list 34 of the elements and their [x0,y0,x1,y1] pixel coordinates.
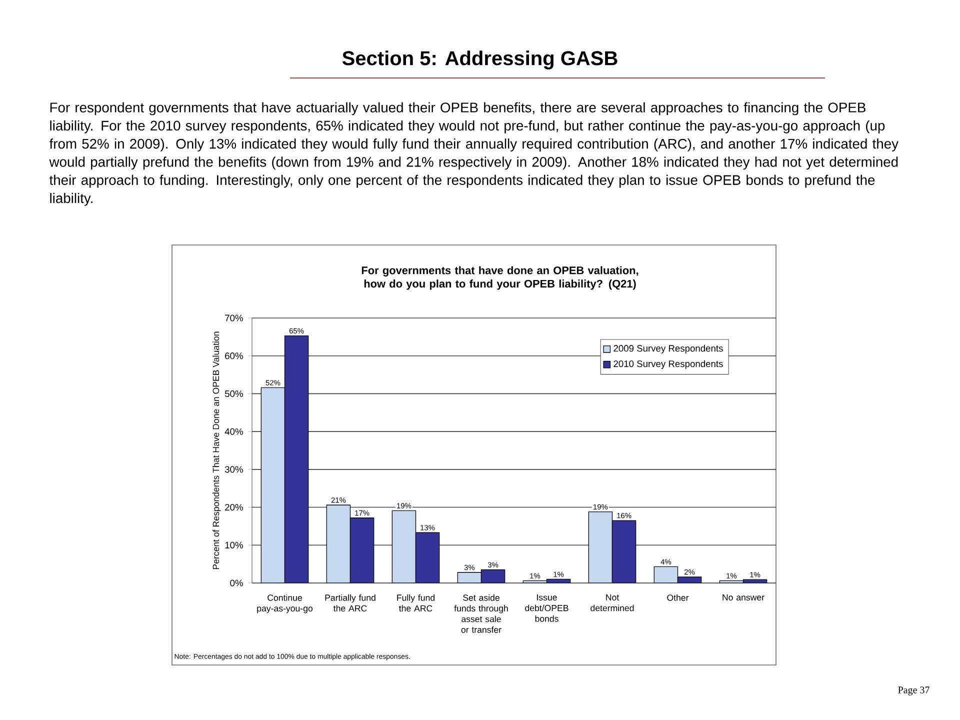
y-tick-label: 40% [224,428,243,435]
bar [326,504,351,583]
text: Page 37 [898,686,930,696]
y-tick-label: 50% [224,390,243,398]
bar [284,335,309,583]
text: For respondent governments that have actuarially valued their OPEB benefits, there are several approaches to financing the OPEB liability. For the 2010 survey respondents, 65% indicated they would not pre-fund, but rather continue the pay-as-you-go approach (up from 52% in 2009). Only 13% indicated they would fully fund their annually required contribution (ARC), and another 17% indicated they would partially prefund the benefits (down from 19% and 21% respectively in 2009). Another 18% indicated they had not yet determined their approach to funding. Interestingly, only one percent of the respondents indicated they plan to issue OPEB bonds to prefund the liability. [49,102,898,206]
bar [350,518,374,583]
chart-title: For governments that have done an OPEB valuation, how do you plan to fund your OPEB liability? (Q21) [362,266,638,290]
y-tick-label: 70% [225,314,243,322]
legend-label: 2010 Survey Respondents [614,360,723,369]
x-tick-label: Set aside funds through asset sale or transfer [454,594,508,633]
bar [481,570,505,583]
x-tick-label: Not determined [590,594,634,612]
bar [654,566,678,583]
x-tick-label: No answer [722,594,764,600]
x-tick-label: Other [667,594,689,601]
bar [260,387,286,583]
y-tick-label: 60% [225,352,243,360]
y-axis-title: Percent of Respondents That Have Done an OPEB Valuation [212,332,221,570]
text: Section 5: Addressing GASB [342,50,618,70]
x-tick-label: Fully fund the ARC [397,594,434,612]
bar [415,532,440,583]
y-tick-label: 10% [225,542,243,548]
bar [612,520,636,583]
bar [588,511,613,583]
bar [458,572,482,583]
bar [392,510,416,583]
legend-label: 2009 Survey Respondents [614,344,723,354]
y-tick-label: 0% [230,580,243,586]
y-tick-label: 30% [224,466,243,473]
x-tick-label: Partially fund the ARC [325,594,376,612]
x-tick-label: Issue debt/OPEB bonds [525,594,568,622]
x-tick-label: Continue pay-as-you-go [257,594,312,614]
y-tick-label: 20% [225,504,243,511]
